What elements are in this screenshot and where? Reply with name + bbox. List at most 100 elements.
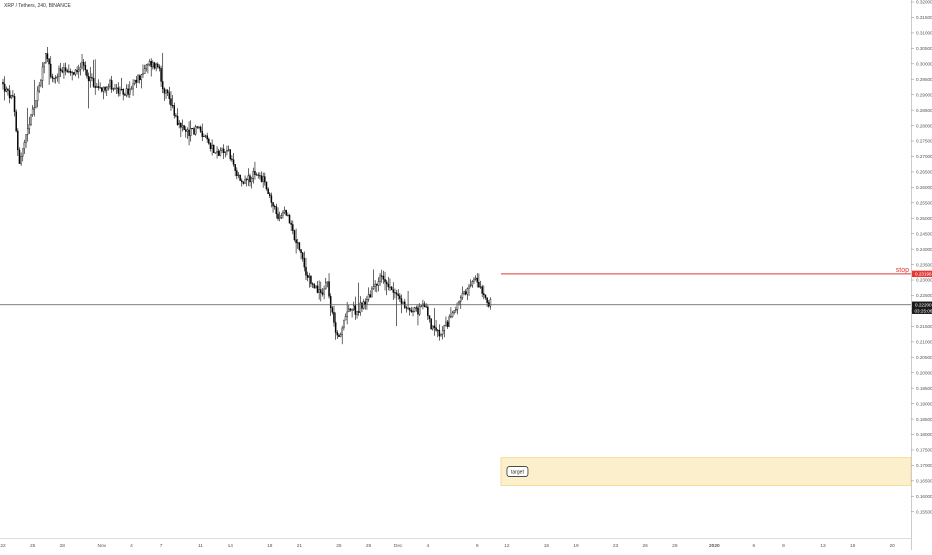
x-tick-label: 28 [366, 543, 372, 549]
candle-body [240, 175, 241, 181]
y-tick-label: 0.15500 [916, 509, 932, 514]
candle-body [460, 298, 461, 302]
candle-body [27, 129, 28, 135]
candle-body [52, 77, 53, 79]
candle-body [277, 214, 278, 219]
target-zone[interactable] [501, 458, 911, 486]
candle [240, 175, 241, 181]
candle-body [241, 181, 242, 182]
candle-body [180, 123, 181, 127]
candle-body [131, 88, 132, 90]
candle-body [70, 71, 71, 72]
candle-body [361, 303, 362, 308]
x-tick-label: 25 [336, 543, 342, 549]
candle-body [220, 150, 221, 155]
candle-body [58, 69, 59, 77]
candle-body [386, 282, 387, 284]
candle-body [156, 64, 157, 68]
candle-body [368, 295, 369, 300]
candle-body [408, 308, 409, 309]
candle-body [101, 88, 102, 92]
candle-body [47, 54, 48, 59]
x-tick-label: 4 [427, 543, 430, 549]
x-tick-label: 12 [504, 543, 510, 549]
candle-body [154, 63, 155, 68]
candle-body [478, 282, 479, 287]
candle-body [445, 322, 446, 325]
x-tick-label: 25 [30, 543, 36, 549]
x-tick-label: 7 [160, 543, 163, 549]
y-tick-label: 0.21000 [916, 340, 932, 345]
y-tick-label: 0.18000 [916, 432, 932, 437]
candle-body [327, 282, 328, 283]
candle-body [452, 313, 453, 317]
candle-body [439, 330, 440, 336]
candle-body [416, 308, 417, 309]
candle-body [258, 175, 259, 176]
candle-body [106, 88, 107, 91]
y-tick-label: 0.29500 [916, 77, 932, 82]
candle-body [53, 78, 54, 79]
candle-body [370, 295, 371, 298]
candle-body [118, 88, 119, 93]
candle-body [454, 311, 455, 313]
candle-body [299, 243, 300, 250]
candle-body [50, 64, 51, 76]
candle-body [340, 335, 341, 337]
y-tick-label: 0.16000 [916, 494, 932, 499]
y-tick-label: 0.29000 [916, 92, 932, 97]
candle-body [202, 131, 203, 136]
candle-body [314, 284, 315, 288]
candle-body [449, 317, 450, 327]
candle-body [475, 278, 476, 279]
candle [19, 147, 20, 163]
candle-body [371, 289, 372, 297]
x-tick-label: 22 [0, 543, 6, 549]
candle-body [86, 70, 87, 76]
candle-body [347, 312, 348, 317]
y-tick-label: 0.26000 [916, 185, 932, 190]
candle-body [485, 295, 486, 298]
candle-body [223, 149, 224, 153]
candle-body [7, 89, 8, 91]
candle-body [394, 292, 395, 293]
candle-body [21, 156, 22, 163]
candle-body [179, 123, 180, 125]
candle-body [9, 91, 10, 98]
candle-body [381, 276, 382, 277]
candle-body [34, 107, 35, 109]
x-tick-label: 13 [820, 543, 826, 549]
candle-body [152, 63, 153, 67]
candle-body [343, 320, 344, 328]
candle-body [136, 80, 137, 82]
candle-body [348, 309, 349, 312]
y-tick-label: 0.20500 [916, 355, 932, 360]
candle-body [60, 69, 61, 71]
candle-body [320, 290, 321, 293]
candle-body [264, 177, 265, 182]
candle [213, 144, 214, 153]
candle-body [353, 306, 354, 310]
candle-body [100, 88, 101, 89]
candle-body [281, 215, 282, 217]
candle-body [62, 71, 63, 72]
candle-body [225, 152, 226, 153]
candle-body [213, 145, 214, 153]
x-tick-label: 20 [890, 543, 896, 549]
candle-body [210, 143, 211, 148]
candle-body [440, 334, 441, 336]
candle-body [96, 86, 97, 87]
candle-body [198, 127, 199, 128]
x-tick-label: 29 [672, 543, 678, 549]
candle-body [189, 130, 190, 136]
candle-body [300, 250, 301, 253]
candle-body [342, 328, 343, 335]
candle-body [90, 77, 91, 81]
y-tick-label: 0.22500 [916, 293, 932, 298]
candle-body [169, 93, 170, 99]
candle-body [134, 80, 135, 84]
candle-body [406, 308, 407, 309]
candle-body [124, 94, 125, 95]
